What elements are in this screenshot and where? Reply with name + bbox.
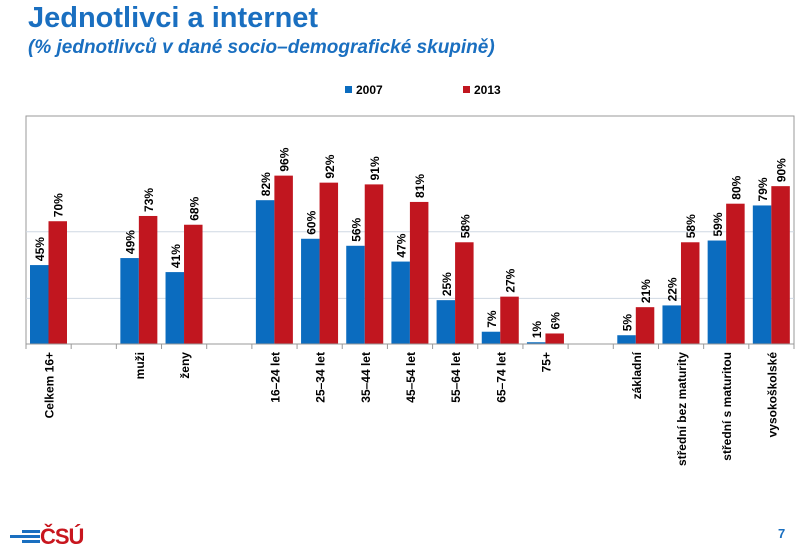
x-tick-label: 65–74 let <box>494 352 508 403</box>
bar-2007 <box>255 200 275 344</box>
bar-2013 <box>500 296 519 344</box>
bar-2007 <box>526 342 546 344</box>
data-label: 73% <box>142 188 156 212</box>
x-tick-label: 55–64 let <box>449 352 463 403</box>
bar-2013 <box>184 224 203 344</box>
x-tick-label: 75+ <box>540 352 554 372</box>
bar-2007 <box>346 245 365 344</box>
x-tick-label: ženy <box>178 352 192 379</box>
data-label: 58% <box>458 214 472 238</box>
data-label: 79% <box>756 177 770 201</box>
x-tick-label: základní <box>630 351 644 399</box>
page-number: 7 <box>778 526 786 541</box>
legend-swatch-2013 <box>463 86 470 93</box>
csu-logo: ČSÚ <box>10 524 84 550</box>
data-label: 82% <box>259 172 273 196</box>
data-label: 45% <box>33 237 47 261</box>
x-tick-label: vysokoškolské <box>765 352 779 438</box>
bar-2007 <box>165 272 185 344</box>
bar-2007 <box>662 305 681 344</box>
x-tick-label: 45–54 let <box>404 352 418 403</box>
data-label: 47% <box>395 233 409 257</box>
bar-2007 <box>391 261 410 344</box>
legend-label-2007: 2007 <box>356 83 383 97</box>
data-label: 80% <box>729 175 743 199</box>
bar-2013 <box>48 221 67 344</box>
bar-2013 <box>319 182 339 344</box>
bar-2007 <box>752 205 772 344</box>
bar-2013 <box>726 203 745 344</box>
bar-2007 <box>707 240 727 344</box>
legend-swatch-2007 <box>345 86 352 93</box>
slide-subtitle: (% jednotlivců v dané socio–demografické… <box>28 37 495 58</box>
data-label: 25% <box>440 272 454 296</box>
bar-chart: 2007 2013 45% 70% Celkem 16+ 49% 73% muži 41% 68%… <box>25 83 795 466</box>
bar-2007 <box>301 238 320 344</box>
x-tick-label: 35–44 let <box>359 352 373 403</box>
x-tick-label: 25–34 let <box>314 352 328 403</box>
data-label: 27% <box>504 268 518 292</box>
bar-2013 <box>635 307 655 344</box>
x-tick-label: muži <box>133 352 147 379</box>
bar-2007 <box>120 258 139 344</box>
bar-2013 <box>409 201 429 344</box>
data-label: 91% <box>368 156 382 180</box>
bar-2007 <box>436 300 456 344</box>
data-label: 1% <box>530 321 544 339</box>
x-tick-label: střední bez maturity <box>675 352 689 466</box>
data-label: 96% <box>278 147 292 171</box>
data-label: 59% <box>711 212 725 236</box>
data-label: 22% <box>666 277 680 301</box>
bar-2007 <box>30 265 49 344</box>
data-label: 21% <box>639 279 653 303</box>
bar-2013 <box>138 215 158 344</box>
data-label: 90% <box>775 158 789 182</box>
bar-2013 <box>364 184 384 344</box>
data-label: 60% <box>304 210 318 234</box>
x-tick-label: Celkem 16+ <box>43 352 57 418</box>
data-label: 6% <box>549 312 563 330</box>
bar-2007 <box>617 335 636 344</box>
logo-text: ČSÚ <box>40 524 84 549</box>
bar-2013 <box>545 333 564 344</box>
data-label: 70% <box>52 193 66 217</box>
slide-title: Jednotlivci a internet <box>28 2 319 34</box>
bar-2007 <box>481 331 501 344</box>
bar-2013 <box>274 175 293 344</box>
data-label: 68% <box>187 196 201 220</box>
x-tick-label: střední s maturitou <box>720 352 734 461</box>
data-label: 81% <box>413 174 427 198</box>
data-label: 56% <box>349 217 363 241</box>
legend-label-2013: 2013 <box>474 83 501 97</box>
data-label: 5% <box>621 314 635 332</box>
data-label: 92% <box>323 154 337 178</box>
data-label: 41% <box>169 244 183 268</box>
bar-2013 <box>455 242 474 344</box>
logo-stripes-icon <box>10 530 40 543</box>
x-tick-label: 16–24 let <box>268 352 282 403</box>
data-label: 7% <box>485 310 499 328</box>
bar-2013 <box>771 186 790 344</box>
bar-2013 <box>680 242 700 344</box>
data-label: 58% <box>684 214 698 238</box>
data-label: 49% <box>124 230 138 254</box>
